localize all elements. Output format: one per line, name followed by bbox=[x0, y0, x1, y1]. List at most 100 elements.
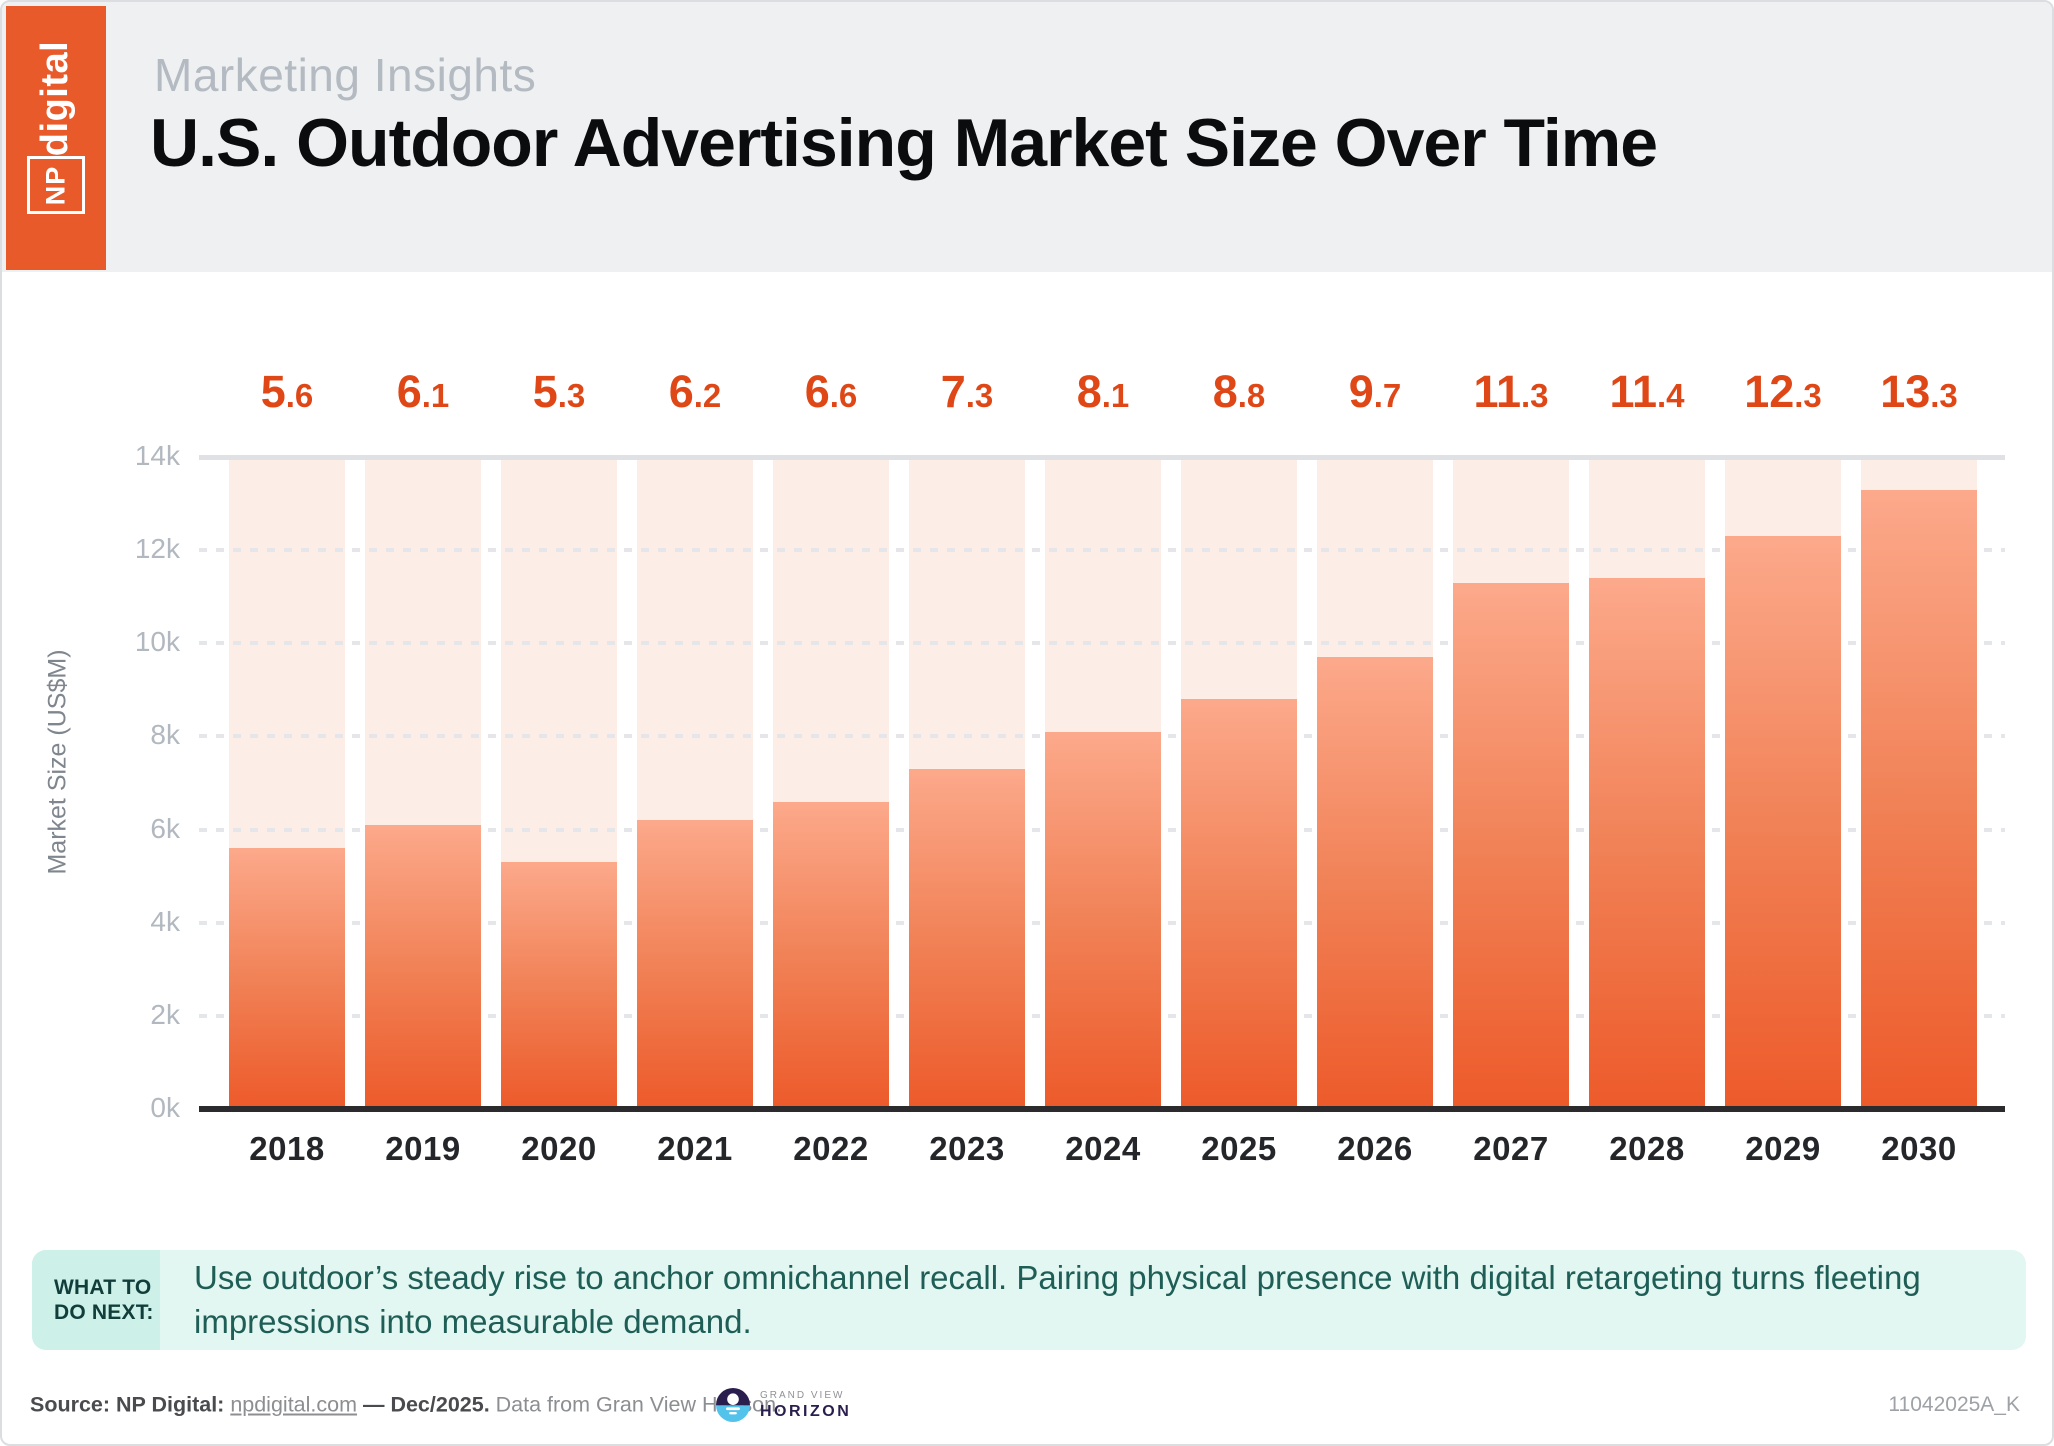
value-decimal: .4 bbox=[1657, 377, 1685, 414]
x-tick-2020: 2020 bbox=[521, 1130, 597, 1167]
y-tick-12k: 12k bbox=[134, 533, 180, 565]
bar-2025 bbox=[1181, 699, 1297, 1109]
x-tick-2030: 2030 bbox=[1881, 1130, 1957, 1167]
bar-value-label-2019: 6.1 bbox=[365, 366, 481, 418]
bar-2028 bbox=[1589, 578, 1705, 1109]
value-int: 7 bbox=[940, 366, 966, 417]
bar-background-2021 bbox=[637, 457, 753, 1109]
bar-value-label-2023: 7.3 bbox=[909, 366, 1025, 418]
value-decimal: .3 bbox=[1521, 377, 1549, 414]
value-decimal: .6 bbox=[285, 377, 314, 414]
y-tick-0k: 0k bbox=[150, 1092, 180, 1123]
source-prefix: Source: NP Digital: bbox=[30, 1392, 231, 1417]
bar-background-2024 bbox=[1045, 457, 1161, 1109]
value-decimal: .2 bbox=[693, 377, 722, 414]
bar-2020 bbox=[501, 862, 617, 1109]
logo-np-box: NP bbox=[27, 156, 85, 214]
callout-body: Use outdoor’s steady rise to anchor omni… bbox=[160, 1250, 2006, 1350]
bar-value-label-2029: 12.3 bbox=[1725, 366, 1841, 418]
x-tick-2028: 2028 bbox=[1609, 1130, 1685, 1167]
bar-value-label-2025: 8.8 bbox=[1181, 366, 1297, 418]
bar-value-label-2028: 11.4 bbox=[1589, 366, 1705, 418]
bar-background-2026 bbox=[1317, 457, 1433, 1109]
bar-value-label-2030: 13.3 bbox=[1861, 366, 1977, 418]
page-title: U.S. Outdoor Advertising Market Size Ove… bbox=[150, 105, 1658, 181]
npdigital-link[interactable]: npdigital.com bbox=[230, 1392, 357, 1417]
bar-background-2028 bbox=[1589, 457, 1705, 1109]
y-tick-6k: 6k bbox=[150, 812, 180, 844]
bar-background-2022 bbox=[773, 457, 889, 1109]
grand-view-horizon-text: GRAND VIEW HORIZON bbox=[760, 1390, 851, 1421]
value-int: 6 bbox=[396, 366, 422, 417]
y-tick-10k: 10k bbox=[134, 626, 180, 658]
y-tick-4k: 4k bbox=[150, 905, 180, 937]
value-decimal: .3 bbox=[1930, 377, 1958, 414]
bar-background-2030 bbox=[1861, 457, 1977, 1109]
footer: Source: NP Digital: npdigital.com — Dec/… bbox=[2, 1374, 2052, 1436]
bar-background-2018 bbox=[229, 457, 345, 1109]
bar-2026 bbox=[1317, 657, 1433, 1109]
bar-2021 bbox=[637, 820, 753, 1109]
value-int: 6 bbox=[804, 366, 830, 417]
value-decimal: .8 bbox=[1237, 377, 1266, 414]
bar-2030 bbox=[1861, 489, 1977, 1109]
callout-text: Use outdoor’s steady rise to anchor omni… bbox=[194, 1259, 1921, 1340]
x-tick-2024: 2024 bbox=[1065, 1130, 1141, 1167]
callout-label-line2: DO NEXT: bbox=[54, 1301, 154, 1324]
y-tick-8k: 8k bbox=[150, 719, 180, 751]
bar-background-2019 bbox=[365, 457, 481, 1109]
bars bbox=[229, 457, 1977, 1109]
value-int: 5 bbox=[532, 366, 558, 417]
value-decimal: .3 bbox=[965, 377, 994, 414]
bar-background-2023 bbox=[909, 457, 1025, 1109]
x-tick-2027: 2027 bbox=[1473, 1130, 1549, 1167]
x-tick-2029: 2029 bbox=[1745, 1130, 1821, 1167]
source-date: — Dec/2025. bbox=[357, 1392, 490, 1417]
bar-value-label-2027: 11.3 bbox=[1453, 366, 1569, 418]
value-decimal: .6 bbox=[829, 377, 858, 414]
grand-view-horizon-icon bbox=[716, 1388, 750, 1422]
header-band: digital NP Marketing Insights U.S. Outdo… bbox=[2, 2, 2052, 272]
grand-view-horizon-logo: GRAND VIEW HORIZON bbox=[716, 1388, 851, 1422]
x-tick-2026: 2026 bbox=[1337, 1130, 1413, 1167]
bar-background-2027 bbox=[1453, 457, 1569, 1109]
bar-value-label-2018: 5.6 bbox=[229, 366, 345, 418]
bar-2022 bbox=[773, 801, 889, 1109]
bar-background-2029 bbox=[1725, 457, 1841, 1109]
value-decimal: .1 bbox=[421, 377, 450, 414]
callout-label: WHAT TO DO NEXT: bbox=[32, 1250, 160, 1350]
source-rest: Data from Gran View Horison. bbox=[489, 1392, 783, 1417]
gridline-14k bbox=[199, 455, 2005, 460]
bar-value-label-2020: 5.3 bbox=[501, 366, 617, 418]
value-int: 13 bbox=[1880, 366, 1931, 417]
value-int: 11 bbox=[1473, 366, 1522, 417]
eyebrow-title: Marketing Insights bbox=[154, 49, 537, 101]
x-tick-2019: 2019 bbox=[385, 1130, 461, 1167]
bar-background-2025 bbox=[1181, 457, 1297, 1109]
doc-id: 11042025A_K bbox=[1888, 1393, 2020, 1416]
x-tick-2023: 2023 bbox=[929, 1130, 1005, 1167]
value-decimal: .3 bbox=[557, 377, 586, 414]
value-decimal: .7 bbox=[1373, 377, 1402, 414]
value-int: 8 bbox=[1076, 366, 1102, 417]
logo-digital-label: digital bbox=[34, 40, 77, 156]
bar-2027 bbox=[1453, 582, 1569, 1109]
callout-label-line1: WHAT TO bbox=[54, 1276, 152, 1299]
y-tick-14k: 14k bbox=[134, 440, 180, 471]
x-tick-2021: 2021 bbox=[657, 1130, 733, 1167]
gv-top-label: GRAND VIEW bbox=[760, 1389, 845, 1401]
callout-box: WHAT TO DO NEXT: Use outdoor’s steady ri… bbox=[32, 1250, 2026, 1350]
value-int: 6 bbox=[668, 366, 694, 417]
x-axis-labels: 2018 2019 2020 2021 2022 2023 2024 2025 2026 2027… bbox=[229, 1130, 1977, 1168]
plot-area bbox=[199, 455, 2005, 1112]
bar-value-label-2021: 6.2 bbox=[637, 366, 753, 418]
logo-digital-text: digital bbox=[6, 34, 106, 162]
logo-np-label: NP bbox=[40, 165, 71, 205]
value-int: 12 bbox=[1744, 366, 1795, 417]
bar-2018 bbox=[229, 848, 345, 1109]
bar-background-2020 bbox=[501, 457, 617, 1109]
bar-value-labels: 5.6 6.1 5.3 6.2 6.6 7.3 8.1 8.8 9.7 11.3 11.4 12.3 1… bbox=[229, 366, 1977, 418]
value-int: 8 bbox=[1212, 366, 1238, 417]
x-tick-2025: 2025 bbox=[1201, 1130, 1277, 1167]
